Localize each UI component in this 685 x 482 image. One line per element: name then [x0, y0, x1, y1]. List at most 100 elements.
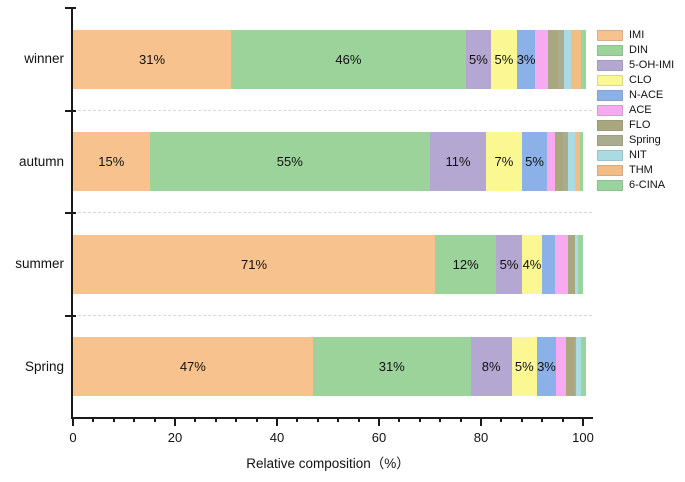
legend-swatch-Spring	[597, 135, 623, 146]
x-axis-minor-tick	[112, 418, 115, 422]
x-axis-minor-tick	[459, 418, 462, 422]
bar-segment-5-OH-IMI: 8%	[470, 337, 512, 397]
y-axis-tick	[65, 109, 76, 112]
x-axis-minor-tick	[296, 418, 299, 422]
bar-segment-ACE	[547, 132, 555, 192]
legend-label: DIN	[629, 44, 648, 56]
bar-segment-NIT	[576, 337, 582, 397]
bar-segment-N-ACE: 3%	[516, 29, 536, 89]
legend-item-5-OH-IMI: 5-OH-IMI	[597, 58, 674, 73]
x-tick-label-80: 80	[473, 430, 489, 445]
legend-swatch-DIN	[597, 45, 623, 56]
legend-swatch-N-ACE	[597, 90, 623, 101]
x-tick-label-100: 100	[572, 430, 594, 445]
bar-segment-NIT	[567, 132, 576, 192]
legend: IMI DIN 5-OH-IMI CLO N-ACE ACE FLO Spring NIT THM…	[597, 28, 674, 193]
legend-item-FLO: FLO	[597, 118, 674, 133]
legend-label: 5-OH-IMI	[629, 59, 675, 71]
bar-segment-FLO	[566, 337, 574, 397]
bar-segment-Spring	[573, 337, 577, 397]
x-axis-minor-tick	[439, 418, 442, 422]
bar-segment-label: 3%	[516, 51, 536, 67]
bar-segment-label: 5%	[499, 256, 519, 272]
legend-label: NIT	[629, 149, 647, 161]
bar-winner: 31% 46% 5% 5% 3%	[73, 29, 587, 89]
legend-swatch-6-CINA	[597, 180, 623, 191]
x-axis-minor-tick	[561, 418, 564, 422]
bar-segment-label: 71%	[241, 256, 268, 272]
bar-segment-IMI: 71%	[73, 234, 436, 294]
legend-item-6-CINA: 6-CINA	[597, 178, 674, 193]
bar-segment-Spring	[562, 132, 568, 192]
x-axis-minor-tick	[357, 418, 360, 422]
bar-summer: 71% 12% 5% 4%	[73, 234, 583, 294]
x-tick-label-0: 0	[69, 430, 77, 445]
bar-segment-label: 31%	[378, 359, 405, 375]
x-axis-minor-tick	[541, 418, 544, 422]
bar-segment-label: 4%	[522, 256, 542, 272]
bar-segment-DIN: 31%	[312, 337, 471, 397]
category-label-autumn: autumn	[18, 153, 64, 169]
bar-segment-5-OH-IMI: 5%	[465, 29, 492, 89]
legend-item-IMI: IMI	[597, 28, 674, 43]
bar-segment-CLO: 5%	[511, 337, 538, 397]
legend-item-Spring: Spring	[597, 133, 674, 148]
bar-segment-IMI: 31%	[73, 29, 232, 89]
bar-autumn: 15% 55% 11% 7% 5%	[73, 132, 583, 192]
bar-segment-label: 46%	[335, 51, 362, 67]
category-label-summer: summer	[15, 256, 64, 272]
legend-label: CLO	[629, 74, 652, 86]
legend-swatch-5-OH-IMI	[597, 60, 623, 71]
y-axis-tick	[65, 7, 76, 9]
legend-swatch-ACE	[597, 105, 623, 116]
x-tick-label-60: 60	[371, 430, 387, 445]
legend-label: N-ACE	[629, 89, 664, 101]
bar-segment-5-OH-IMI: 5%	[496, 234, 522, 294]
legend-item-ACE: ACE	[597, 103, 674, 118]
legend-item-THM: THM	[597, 163, 674, 178]
bar-segment-CLO: 5%	[491, 29, 517, 89]
x-axis-minor-tick	[500, 418, 503, 422]
x-tick-label-20: 20	[167, 430, 183, 445]
x-axis-minor-tick	[214, 418, 217, 422]
x-axis-major-tick	[174, 418, 176, 426]
legend-label: 6-CINA	[629, 179, 666, 191]
x-axis-major-tick	[72, 418, 74, 426]
legend-label: THM	[629, 164, 653, 176]
y-axis-tick	[65, 212, 76, 214]
x-axis-major-tick	[276, 418, 278, 426]
x-axis-minor-tick	[398, 418, 401, 422]
legend-swatch-IMI	[597, 30, 623, 41]
bar-segment-NIT	[563, 29, 572, 89]
bar-segment-6-CINA	[581, 337, 587, 397]
bar-segment-5-OH-IMI: 11%	[430, 132, 487, 192]
bar-segment-N-ACE: 3%	[537, 337, 556, 397]
bar-segment-label: 11%	[445, 154, 471, 170]
x-axis-minor-tick	[418, 418, 421, 422]
bar-segment-label: 15%	[98, 154, 125, 170]
bar-segment-label: 5%	[525, 154, 544, 170]
legend-swatch-FLO	[597, 120, 623, 131]
bar-segment-Spring	[558, 29, 564, 89]
y-axis-tick	[65, 314, 76, 317]
x-tick-label-40: 40	[269, 430, 285, 445]
category-label-winner: winner	[24, 51, 64, 67]
legend-item-CLO: CLO	[597, 73, 674, 88]
bar-segment-IMI: 15%	[73, 132, 150, 192]
legend-swatch-THM	[597, 165, 623, 176]
bar-segment-label: 8%	[481, 359, 501, 375]
legend-label: ACE	[629, 104, 652, 116]
x-axis-minor-tick	[92, 418, 95, 422]
legend-label: IMI	[629, 29, 645, 41]
bar-segment-FLO	[554, 132, 563, 192]
bar-segment-6-CINA	[580, 132, 583, 192]
bar-segment-FLO	[548, 29, 559, 89]
bar-segment-label: 3%	[537, 359, 556, 375]
bar-segment-6-CINA	[577, 234, 583, 294]
x-axis-minor-tick	[235, 418, 238, 422]
x-axis-minor-tick	[255, 418, 258, 422]
gridline	[73, 212, 592, 213]
legend-label: FLO	[629, 119, 651, 131]
legend-item-N-ACE: N-ACE	[597, 88, 674, 103]
